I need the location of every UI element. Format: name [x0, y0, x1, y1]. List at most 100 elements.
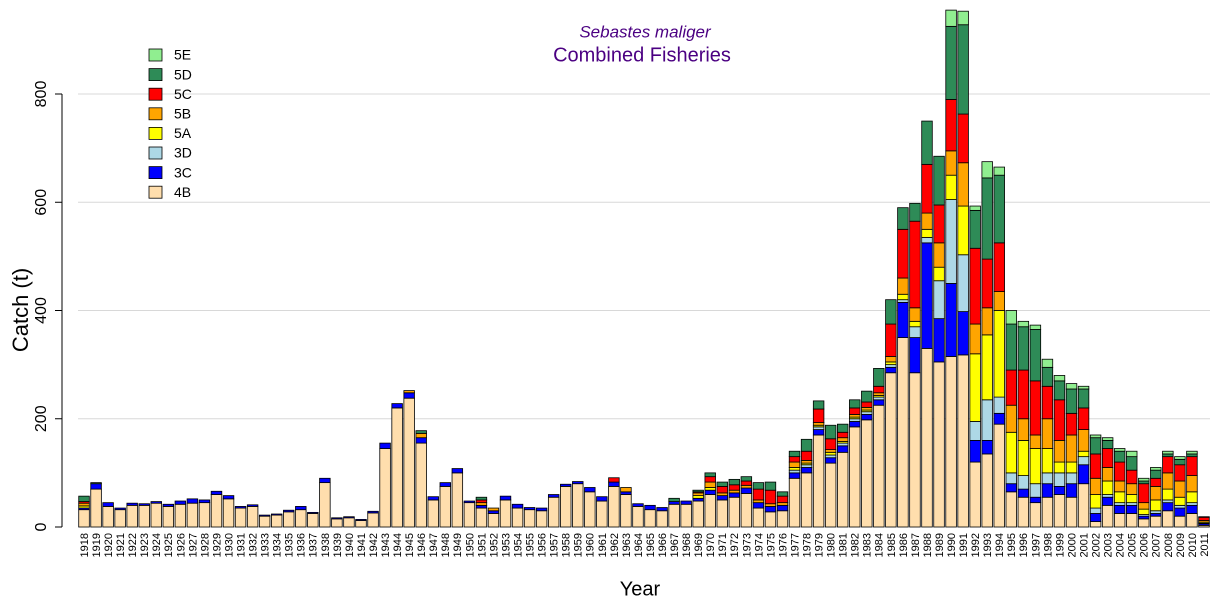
bar-segment — [415, 432, 427, 439]
bar-segment — [1126, 469, 1138, 485]
bar-segment — [475, 502, 488, 506]
bar-segment — [1089, 513, 1102, 522]
y-tick-label: 800 — [33, 81, 50, 108]
x-tick-label: 1989 — [934, 533, 946, 557]
bar-segment — [933, 361, 945, 528]
bar-segment — [764, 481, 777, 491]
bar-segment — [873, 392, 885, 396]
bar-segment — [1126, 494, 1138, 504]
bar-segment — [475, 496, 488, 501]
x-tick-label: 1984 — [874, 533, 886, 557]
bar-segment — [1077, 464, 1090, 485]
bar-segment — [1029, 324, 1042, 330]
bar-segment — [897, 207, 909, 230]
bar-segment — [1065, 496, 1078, 528]
bar-segment — [331, 517, 343, 520]
bar-segment — [1017, 488, 1030, 498]
bar-segment — [921, 163, 933, 214]
bar-segment — [343, 517, 355, 528]
bar-segment — [283, 509, 295, 513]
bar-segment — [1101, 437, 1114, 441]
bar-segment — [897, 337, 909, 528]
bar-segment — [1041, 472, 1054, 485]
bar-segment — [933, 204, 945, 244]
x-tick-label: 1927 — [187, 533, 199, 557]
bar-segment — [668, 497, 680, 502]
bar-segment — [596, 500, 608, 528]
x-tick-label: 1920 — [103, 533, 115, 557]
bar-segment — [824, 462, 837, 528]
x-tick-label: 1985 — [886, 533, 898, 557]
bar-segment — [1053, 461, 1066, 474]
bar-segment — [1113, 448, 1126, 452]
x-tick-label: 1995 — [1006, 533, 1018, 557]
bar-segment — [1041, 366, 1054, 387]
bar-segment — [608, 481, 620, 487]
bar-segment — [849, 407, 861, 415]
x-tick-label: 1929 — [211, 533, 223, 557]
bar-segment — [78, 502, 90, 507]
bar-segment — [379, 442, 391, 449]
bar-segment — [463, 500, 476, 504]
bar-segment — [150, 501, 162, 504]
bar-segment — [981, 334, 993, 401]
x-tick-label: 1962 — [609, 533, 621, 557]
bar-segment — [1041, 496, 1054, 528]
x-tick-label: 1938 — [320, 533, 332, 557]
bar-segment — [535, 507, 548, 512]
bar-segment — [1126, 450, 1138, 458]
bar-segment — [1186, 504, 1198, 514]
bar-segment — [945, 283, 957, 357]
x-tick-label: 1998 — [1042, 533, 1054, 557]
x-axis-label: Year — [620, 578, 661, 600]
bar-segment — [1150, 477, 1162, 487]
x-tick-label: 1997 — [1030, 533, 1042, 557]
bar-segment — [475, 507, 488, 528]
bar-segment — [909, 202, 921, 222]
bar-segment — [596, 496, 608, 502]
bar-segment — [1113, 461, 1126, 482]
bar-segment — [837, 442, 849, 447]
bar-segment — [198, 499, 211, 504]
bar-segment — [728, 496, 741, 528]
x-tick-label: 1976 — [777, 533, 789, 557]
y-tick-label: 600 — [33, 189, 50, 216]
x-tick-label: 1922 — [127, 533, 139, 557]
bar-segment — [1077, 385, 1090, 390]
bar-segment — [1089, 507, 1102, 514]
bar-segment — [1126, 513, 1138, 528]
bar-segment — [824, 457, 837, 464]
bar-segment — [1029, 380, 1042, 436]
bar-segment — [885, 372, 897, 528]
bar-segment — [1017, 440, 1030, 476]
x-tick-label: 1918 — [79, 533, 91, 557]
x-tick-label: 1937 — [308, 533, 320, 557]
bar-segment — [921, 242, 933, 349]
bar-segment — [487, 510, 500, 514]
bar-segment — [560, 483, 572, 487]
legend-swatch — [148, 48, 163, 62]
bar-segment — [126, 502, 138, 506]
bar-segment — [584, 487, 596, 493]
legend-swatch — [148, 87, 163, 101]
bar-segment — [234, 507, 247, 528]
bar-segment — [1017, 320, 1030, 328]
bar-segment — [1053, 440, 1066, 463]
x-tick-label: 1921 — [115, 533, 127, 557]
x-tick-label: 1967 — [669, 533, 681, 557]
x-tick-label: 1925 — [163, 533, 175, 557]
bar-segment — [909, 326, 921, 338]
legend-label: 3D — [174, 145, 192, 161]
y-tick-label: 400 — [33, 297, 50, 324]
bar-segment — [1017, 475, 1030, 490]
bar-segment — [969, 323, 981, 355]
bar-segment — [1113, 502, 1126, 506]
bar-segment — [1162, 453, 1174, 458]
x-tick-label: 1983 — [862, 533, 874, 557]
bar-segment — [451, 472, 464, 528]
bar-segment — [704, 476, 716, 483]
bar-segment — [933, 266, 945, 282]
bar-segment — [1089, 494, 1102, 509]
bar-segment — [873, 368, 885, 387]
x-tick-label: 1958 — [561, 533, 573, 557]
